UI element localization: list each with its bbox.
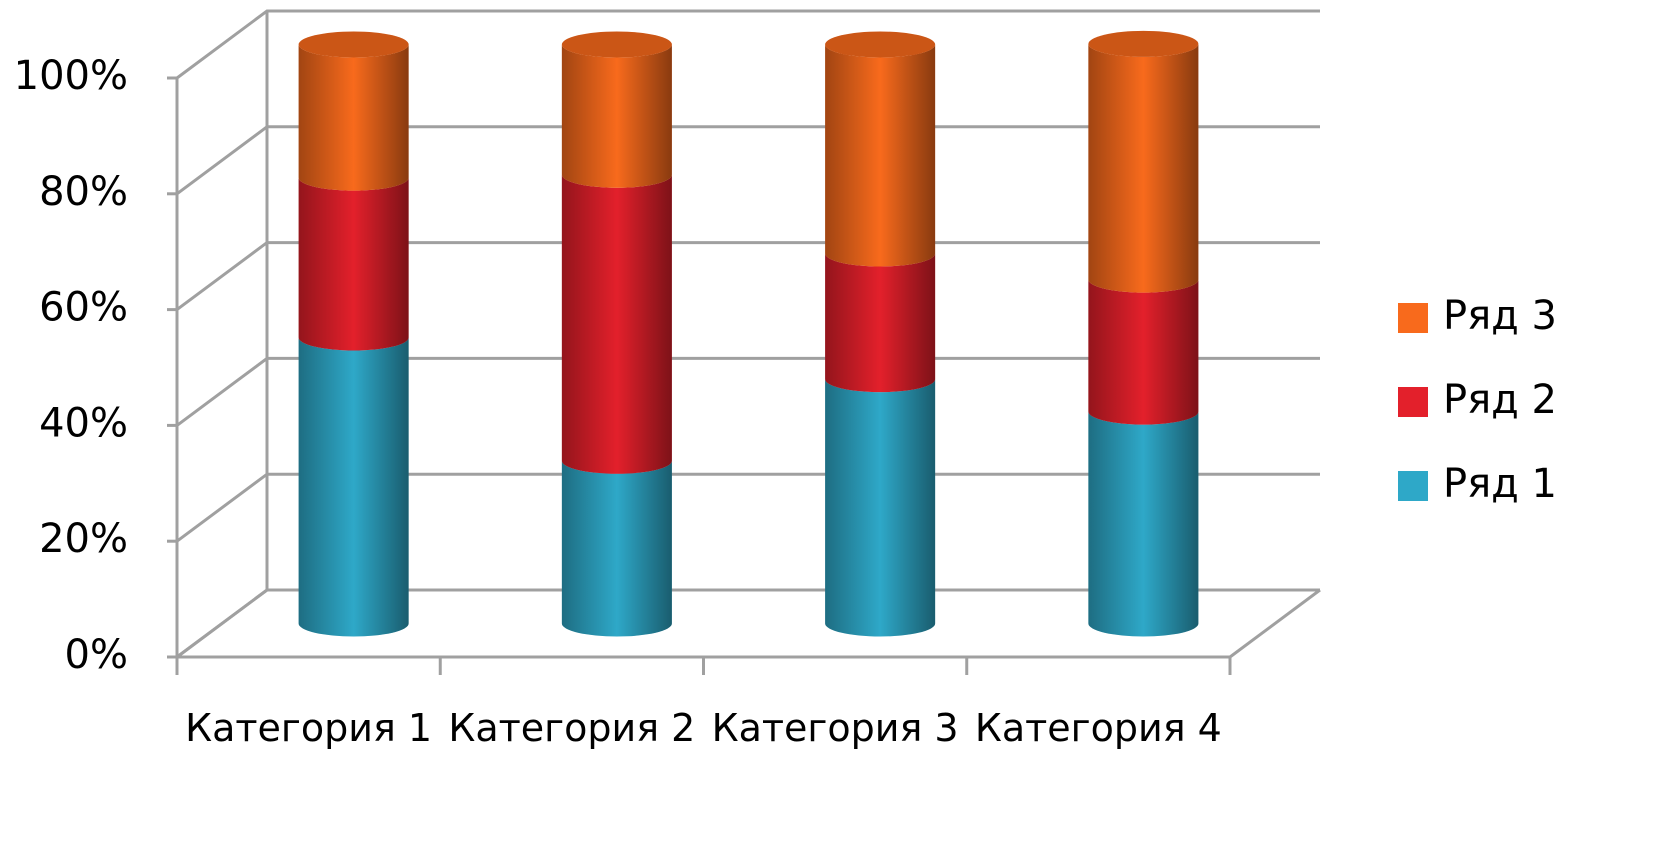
cylinder-cap bbox=[1088, 30, 1199, 57]
grid-line bbox=[176, 588, 1320, 659]
x-tick-label: Категория 2 bbox=[448, 706, 696, 750]
legend-swatch bbox=[1398, 387, 1428, 417]
cylinder-cap bbox=[825, 31, 936, 58]
bar-segment bbox=[825, 253, 936, 393]
grid-line bbox=[176, 241, 1320, 311]
cylinder-shade bbox=[1088, 411, 1199, 637]
cylinder-cap-shade bbox=[298, 31, 409, 58]
bar-segment bbox=[561, 460, 672, 637]
bar-segment bbox=[1088, 411, 1199, 637]
y-tick-label: 20% bbox=[39, 516, 128, 562]
y-tick-label: 100% bbox=[14, 53, 128, 99]
grid-line bbox=[176, 125, 1320, 196]
x-tick-label: Категория 1 bbox=[185, 706, 433, 750]
cylinder-shade bbox=[1088, 43, 1199, 293]
bar-segment bbox=[561, 174, 672, 474]
bar-segment bbox=[298, 337, 409, 637]
cylinder-shade bbox=[298, 44, 409, 191]
legend-label: Ряд 2 bbox=[1443, 377, 1557, 423]
bar-segment bbox=[298, 177, 409, 351]
cylinder-cap bbox=[561, 31, 672, 58]
cylinder-cap-shade bbox=[825, 31, 936, 58]
bar-segment bbox=[1088, 279, 1199, 425]
bar-segment bbox=[561, 31, 672, 188]
cylinder-shade bbox=[825, 44, 936, 267]
cylinder-shade bbox=[825, 253, 936, 393]
x-tick-label: Категория 3 bbox=[711, 706, 959, 750]
bar-segment bbox=[825, 31, 936, 267]
legend-label: Ряд 1 bbox=[1443, 461, 1557, 507]
grid-line bbox=[176, 9, 1320, 80]
cylinder-cap bbox=[298, 31, 409, 58]
y-tick-label: 40% bbox=[39, 400, 128, 446]
cylinder-shade bbox=[825, 379, 936, 637]
grid-line bbox=[176, 472, 1320, 543]
cylinder-cap-shade bbox=[561, 31, 672, 58]
cylinder-shade bbox=[298, 177, 409, 351]
bar-segment bbox=[1088, 30, 1199, 293]
cylinder-shade bbox=[561, 460, 672, 637]
legend-swatch bbox=[1398, 471, 1428, 501]
bar-segment bbox=[825, 379, 936, 637]
cylinder-shade bbox=[298, 337, 409, 637]
cylinder-cap-shade bbox=[1088, 30, 1199, 57]
y-tick-label: 60% bbox=[39, 285, 128, 331]
cylinder-shade bbox=[561, 44, 672, 188]
bar-segment bbox=[298, 31, 409, 191]
grid-line bbox=[176, 356, 1320, 427]
cylinder-shade bbox=[561, 174, 672, 474]
floor-edge bbox=[1229, 588, 1321, 659]
y-tick-label: 0% bbox=[65, 632, 128, 678]
x-tick-label: Категория 4 bbox=[974, 706, 1222, 750]
cylinder-shade bbox=[1088, 279, 1199, 425]
legend-swatch bbox=[1398, 303, 1428, 333]
legend-label: Ряд 3 bbox=[1443, 293, 1557, 339]
y-tick-label: 80% bbox=[39, 169, 128, 215]
